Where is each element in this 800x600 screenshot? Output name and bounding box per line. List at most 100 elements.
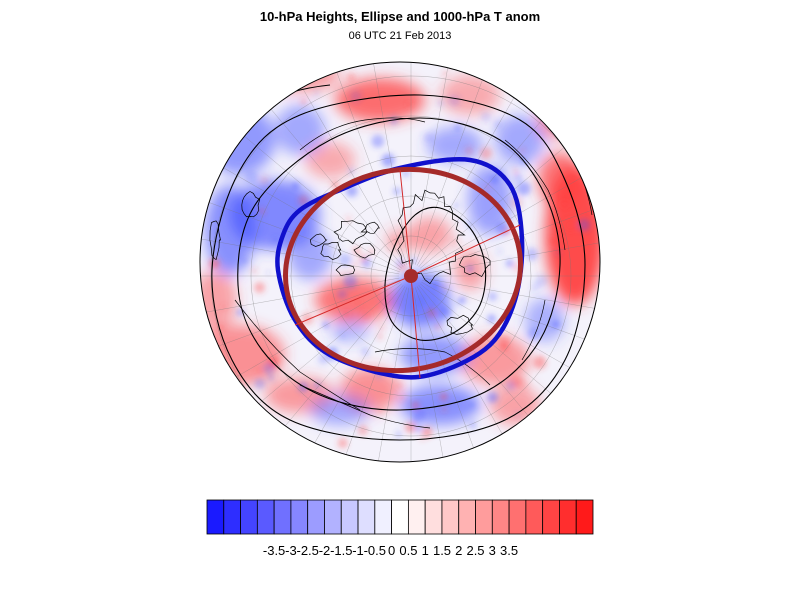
colorbar-box xyxy=(559,499,577,535)
coastline-path xyxy=(521,299,546,361)
anomaly-speckle xyxy=(493,119,503,130)
meridian-line xyxy=(200,277,400,322)
anomaly-speckle xyxy=(298,195,309,206)
anomaly-speckle xyxy=(352,260,359,268)
chart-title: 10-hPa Heights, Ellipse and 1000-hPa T a… xyxy=(259,9,541,24)
colorbar-box xyxy=(424,499,443,535)
anomaly-speckle xyxy=(251,268,257,274)
anomaly-speckle xyxy=(379,325,385,331)
coastline-path xyxy=(309,233,328,247)
anomaly-speckle xyxy=(516,181,531,196)
anomaly-speckle xyxy=(350,90,362,103)
anomaly-blob xyxy=(408,217,452,253)
anomaly-speckle xyxy=(469,421,477,429)
anomaly-blob xyxy=(495,115,545,165)
anomaly-speckle xyxy=(221,304,227,310)
anomaly-speckle xyxy=(412,401,420,410)
anomaly-speckle xyxy=(352,246,362,256)
anomaly-speckle xyxy=(468,401,476,409)
vortex-centroid-marker xyxy=(404,269,418,283)
anomaly-blob xyxy=(205,185,255,275)
anomaly-speckle xyxy=(381,153,395,167)
anomaly-speckle xyxy=(254,378,266,390)
meridian-line xyxy=(412,62,457,265)
colorbar-tick-label: 0.5 xyxy=(399,543,418,558)
meridian-line xyxy=(416,286,542,462)
colorbar-box xyxy=(391,499,409,535)
anomaly-speckle xyxy=(377,333,383,340)
colorbar-tick-label: -0.5 xyxy=(363,543,386,558)
anomaly-speckle xyxy=(317,353,329,365)
ellipse-axis-line xyxy=(410,275,421,379)
anomaly-speckle xyxy=(563,218,577,232)
coastline-path xyxy=(504,139,566,251)
anomaly-speckle xyxy=(513,173,523,183)
anomaly-speckle xyxy=(263,362,275,375)
colorbar-tick-label: 3.5 xyxy=(500,543,519,558)
anomaly-speckle xyxy=(549,238,556,245)
colorbar-box xyxy=(475,499,493,535)
colorbar-tick-label: 1 xyxy=(421,543,429,558)
coastline-path xyxy=(320,241,342,260)
colorbar-tick-label: -2.5 xyxy=(296,543,319,558)
anomaly-speckle xyxy=(360,347,370,357)
coastline-path xyxy=(241,191,261,218)
colorbar-box xyxy=(525,499,544,535)
chart-subtitle: 06 UTC 21 Feb 2013 xyxy=(348,30,452,42)
anomaly-blob xyxy=(288,230,332,280)
meridian-line xyxy=(421,281,600,407)
colorbar-box xyxy=(374,499,393,535)
height-contour xyxy=(237,117,561,411)
anomaly-speckle xyxy=(301,312,314,325)
anomaly-speckle xyxy=(242,258,248,264)
colorbar-tick-label: -2 xyxy=(318,543,331,558)
anomaly-speckle xyxy=(466,264,474,272)
meridian-line xyxy=(422,277,600,322)
colorbar-box xyxy=(508,499,527,535)
anomaly-speckle xyxy=(345,215,352,223)
anomaly-speckle xyxy=(338,332,346,340)
anomaly-speckle xyxy=(535,274,548,287)
ellipse-axis-line xyxy=(399,169,412,277)
meridian-line xyxy=(365,62,410,265)
anomaly-speckle xyxy=(390,237,398,244)
coastline-path xyxy=(365,221,380,234)
anomaly-speckle xyxy=(371,134,385,148)
map-border xyxy=(199,61,601,463)
anomaly-speckle xyxy=(395,431,402,438)
anomaly-speckle xyxy=(339,253,352,267)
anomaly-speckle xyxy=(533,355,547,369)
anomaly-speckle xyxy=(244,170,259,184)
anomaly-speckle xyxy=(488,292,498,301)
anomaly-speckle xyxy=(464,146,474,155)
coastline-path xyxy=(458,254,491,277)
anomaly-speckle xyxy=(413,408,426,422)
anomaly-speckle xyxy=(498,335,511,348)
anomaly-speckle xyxy=(259,208,265,214)
anomaly-speckle xyxy=(487,391,499,403)
anomaly-speckle xyxy=(480,147,492,160)
colorbar-box xyxy=(542,499,560,535)
coastline-path xyxy=(374,348,491,386)
meridian-line xyxy=(321,287,408,462)
colorbar-box xyxy=(407,499,426,535)
anomaly-speckle xyxy=(301,99,307,105)
colorbar-tick-label: 1.5 xyxy=(432,543,452,558)
coastline-path xyxy=(335,264,356,276)
anomaly-speckle xyxy=(531,282,540,292)
colorbar-tick-label: -1 xyxy=(352,543,364,558)
anomaly-speckle xyxy=(513,168,519,174)
anomaly-speckle xyxy=(551,320,561,329)
anomaly-speckle xyxy=(331,180,340,189)
anomaly-speckle xyxy=(441,284,448,291)
anomaly-blob xyxy=(275,105,325,155)
anomaly-speckle xyxy=(399,395,405,400)
meridian-line xyxy=(422,230,600,275)
colorbar-tick-label: 3 xyxy=(488,543,496,558)
anomaly-speckle xyxy=(337,438,348,449)
anomaly-speckle xyxy=(360,309,372,321)
anomaly-field xyxy=(200,62,600,462)
colorbar-box xyxy=(458,499,476,535)
anomaly-blob xyxy=(310,395,370,425)
